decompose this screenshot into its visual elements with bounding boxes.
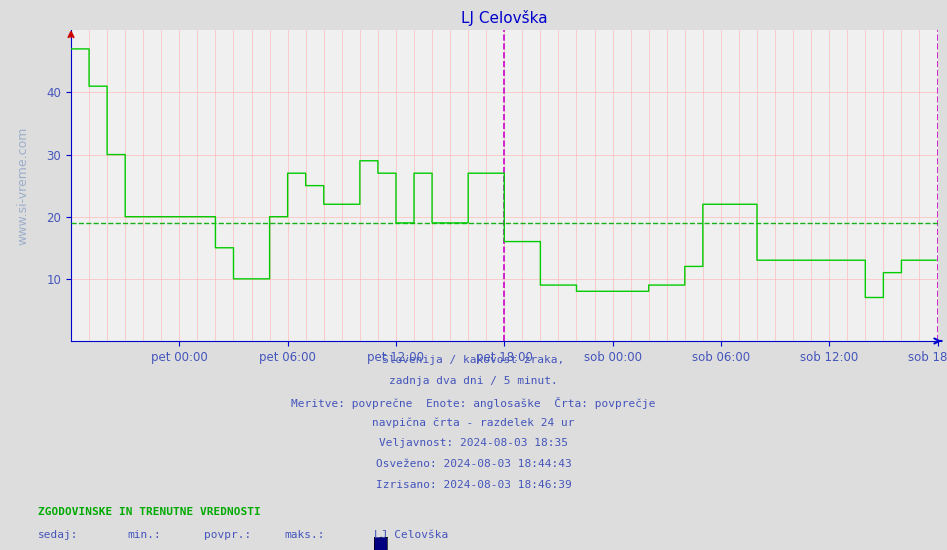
Text: Meritve: povprečne  Enote: anglosaške  Črta: povprečje: Meritve: povprečne Enote: anglosaške Črt… (292, 397, 655, 409)
Text: Izrisano: 2024-08-03 18:46:39: Izrisano: 2024-08-03 18:46:39 (376, 480, 571, 490)
Text: navpična črta - razdelek 24 ur: navpična črta - razdelek 24 ur (372, 417, 575, 428)
Text: povpr.:: povpr.: (204, 530, 251, 540)
Text: maks.:: maks.: (284, 530, 325, 540)
Text: min.:: min.: (128, 530, 162, 540)
Text: Osveženo: 2024-08-03 18:44:43: Osveženo: 2024-08-03 18:44:43 (376, 459, 571, 469)
Text: sedaj:: sedaj: (38, 530, 79, 540)
Text: ZGODOVINSKE IN TRENUTNE VREDNOSTI: ZGODOVINSKE IN TRENUTNE VREDNOSTI (38, 507, 260, 516)
Text: LJ Celovška: LJ Celovška (374, 530, 448, 540)
Text: Veljavnost: 2024-08-03 18:35: Veljavnost: 2024-08-03 18:35 (379, 438, 568, 448)
Text: www.si-vreme.com: www.si-vreme.com (17, 126, 30, 245)
Title: LJ Celovška: LJ Celovška (461, 10, 547, 26)
Text: zadnja dva dni / 5 minut.: zadnja dva dni / 5 minut. (389, 376, 558, 386)
Text: Slovenija / kakovost zraka,: Slovenija / kakovost zraka, (383, 355, 564, 365)
